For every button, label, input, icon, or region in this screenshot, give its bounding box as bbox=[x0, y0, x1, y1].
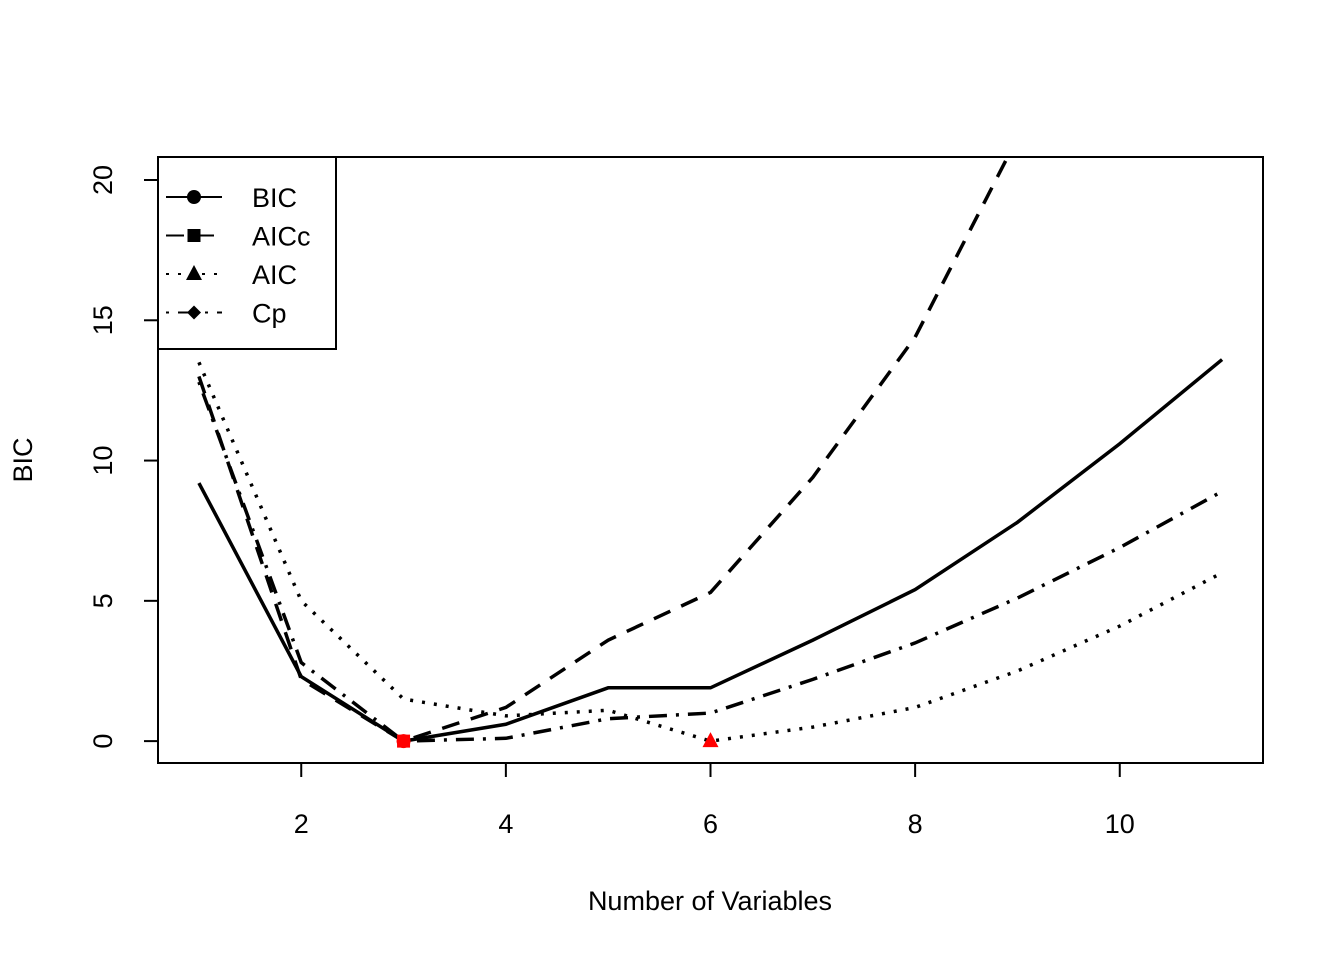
legend-marker bbox=[187, 190, 201, 204]
y-tick-label: 5 bbox=[88, 593, 118, 608]
series-line bbox=[197, 361, 1223, 743]
x-tick-label: 10 bbox=[1105, 809, 1135, 839]
legend-marker bbox=[186, 265, 202, 280]
y-tick-label: 15 bbox=[88, 305, 118, 335]
legend-marker bbox=[187, 229, 201, 242]
legend-label: Cp bbox=[252, 299, 287, 329]
x-tick-label: 4 bbox=[498, 809, 513, 839]
x-tick-label: 6 bbox=[703, 809, 718, 839]
legend-label: AICc bbox=[252, 222, 311, 252]
legend-box bbox=[157, 156, 337, 350]
y-axis-label: BIC bbox=[8, 437, 38, 482]
legend-marker bbox=[187, 305, 201, 320]
x-axis-label: Number of Variables bbox=[588, 886, 832, 916]
marker bbox=[396, 734, 411, 749]
plot-area bbox=[197, 157, 1224, 749]
legend-label: AIC bbox=[252, 260, 297, 290]
series-line bbox=[197, 358, 1224, 743]
legend-label: BIC bbox=[252, 183, 297, 213]
marker bbox=[702, 732, 719, 748]
y-tick-label: 0 bbox=[88, 734, 118, 749]
x-tick-label: 8 bbox=[908, 809, 923, 839]
y-tick-label: 20 bbox=[88, 165, 118, 195]
series-line bbox=[197, 157, 1010, 744]
y-tick-label: 10 bbox=[88, 446, 118, 476]
x-tick-label: 2 bbox=[294, 809, 309, 839]
